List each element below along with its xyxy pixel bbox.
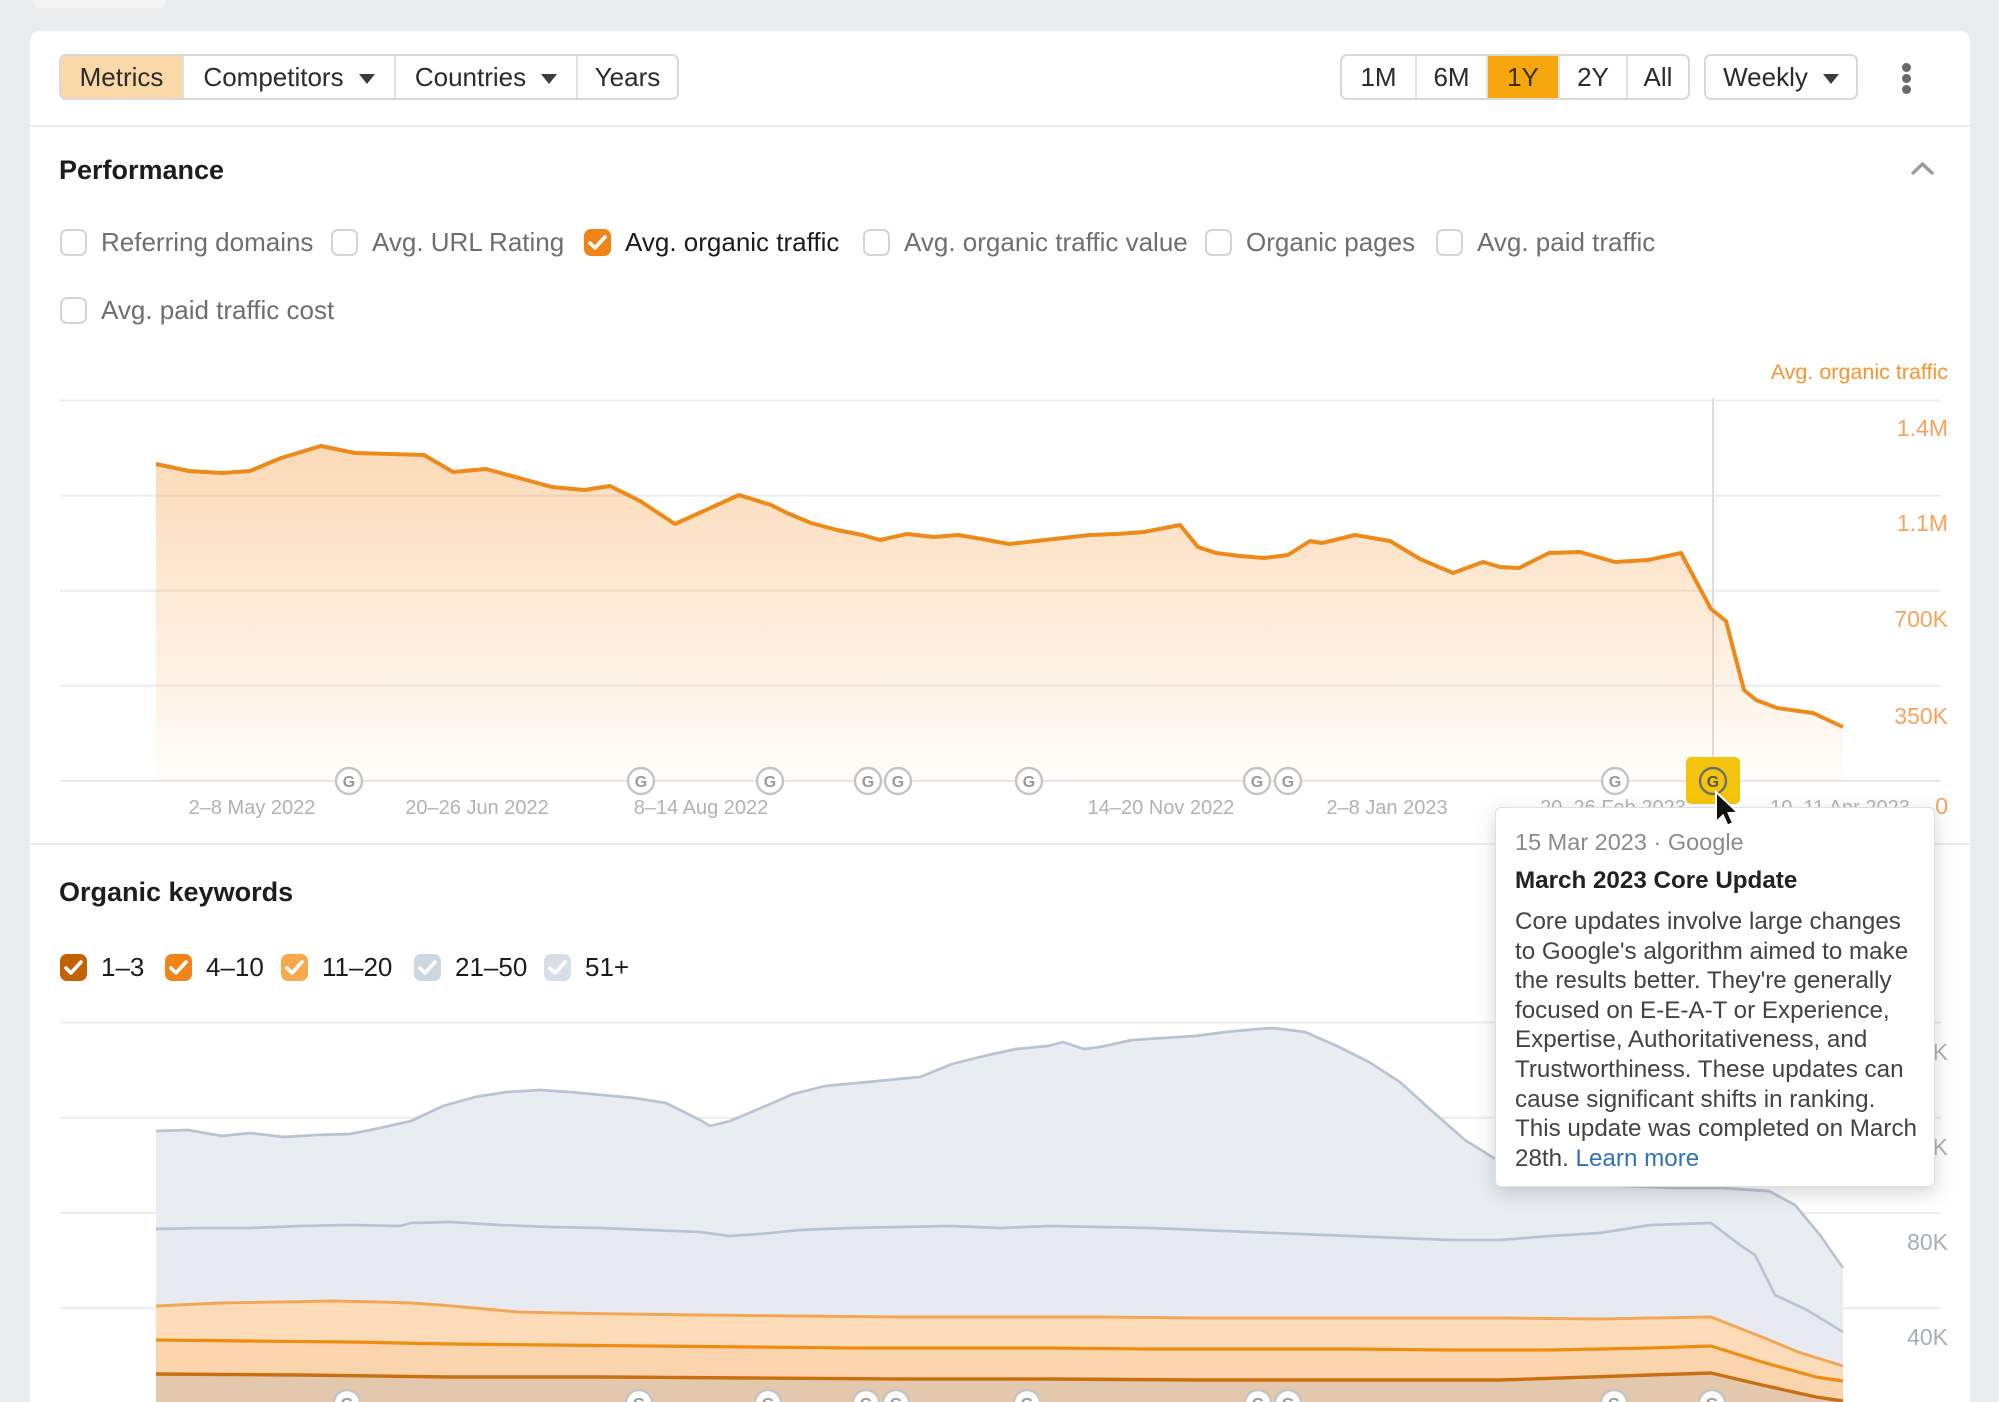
svg-text:1.4M: 1.4M xyxy=(1897,415,1948,441)
svg-text:G: G xyxy=(1608,1396,1620,1402)
svg-text:G: G xyxy=(1021,1396,1033,1402)
svg-text:G: G xyxy=(1707,774,1719,791)
svg-text:20–26 Jun 2022: 20–26 Jun 2022 xyxy=(405,797,548,819)
svg-text:8–14 Aug 2022: 8–14 Aug 2022 xyxy=(634,797,769,819)
svg-text:1.1M: 1.1M xyxy=(1897,510,1948,536)
svg-text:14–20 Nov 2022: 14–20 Nov 2022 xyxy=(1088,797,1235,819)
svg-text:G: G xyxy=(762,1396,774,1402)
svg-text:G: G xyxy=(1252,1396,1264,1402)
svg-text:G: G xyxy=(892,774,904,791)
svg-text:G: G xyxy=(341,1396,353,1402)
svg-text:G: G xyxy=(890,1396,902,1402)
svg-text:G: G xyxy=(1251,774,1263,791)
svg-text:G: G xyxy=(1282,1396,1294,1402)
svg-text:40K: 40K xyxy=(1907,1324,1949,1350)
svg-text:G: G xyxy=(343,774,355,791)
svg-text:G: G xyxy=(633,1396,645,1402)
svg-text:80K: 80K xyxy=(1907,1229,1949,1255)
svg-text:2–8 Jan 2023: 2–8 Jan 2023 xyxy=(1326,797,1447,819)
svg-text:G: G xyxy=(860,1396,872,1402)
svg-text:G: G xyxy=(1609,774,1621,791)
svg-text:Avg. organic traffic: Avg. organic traffic xyxy=(1771,360,1949,384)
svg-text:G: G xyxy=(1706,1396,1718,1402)
svg-text:G: G xyxy=(1282,774,1294,791)
svg-text:2–8 May 2022: 2–8 May 2022 xyxy=(189,797,316,819)
svg-text:G: G xyxy=(635,774,647,791)
svg-text:350K: 350K xyxy=(1894,703,1948,729)
svg-text:G: G xyxy=(1023,774,1035,791)
svg-text:G: G xyxy=(764,774,776,791)
svg-text:0: 0 xyxy=(1935,793,1948,819)
svg-text:G: G xyxy=(862,774,874,791)
svg-text:700K: 700K xyxy=(1894,606,1948,632)
